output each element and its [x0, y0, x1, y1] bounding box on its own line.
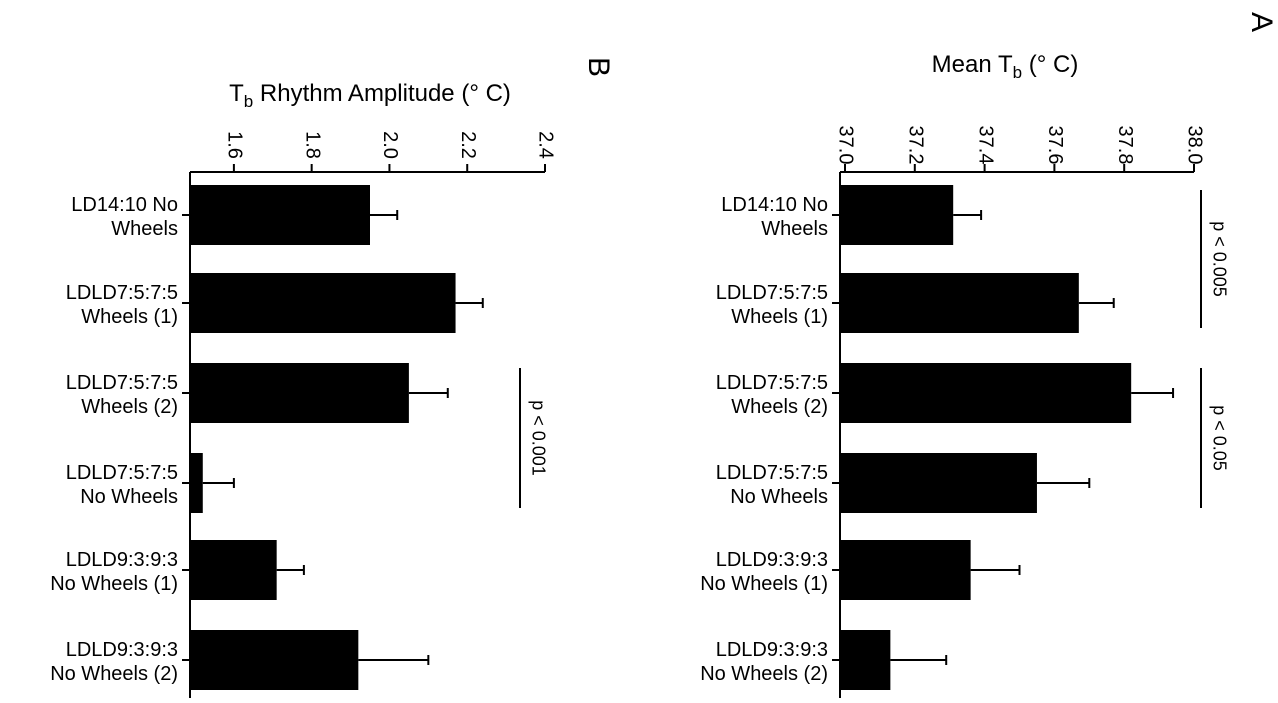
x-axis-title: Mean Tb (° C) — [932, 51, 1079, 82]
x-axis-title-main: T — [229, 80, 244, 107]
x-axis-title-subscript: b — [244, 92, 253, 111]
category-label-line: Wheels — [761, 218, 828, 240]
category-label-line: LDLD7:5:7:5 — [66, 462, 178, 484]
value-tick-label: 37.8 — [1114, 126, 1136, 165]
category-label-line: LDLD9:3:9:3 — [716, 639, 828, 661]
category-label-line: No Wheels (1) — [700, 573, 828, 595]
category-label-line: No Wheels — [730, 486, 828, 508]
category-label-line: No Wheels (2) — [50, 663, 178, 685]
significance-label: p < 0.005 — [1209, 221, 1229, 297]
category-label-line: No Wheels (2) — [700, 663, 828, 685]
value-tick-label: 37.0 — [835, 126, 857, 165]
x-axis-title: Tb Rhythm Amplitude (° C) — [229, 80, 511, 111]
category-label-line: LD14:10 No — [721, 194, 828, 216]
category-label-line: LDLD9:3:9:3 — [66, 639, 178, 661]
category-label-line: No Wheels — [80, 486, 178, 508]
category-label: LDLD7:5:7:5 Wheels (2) — [716, 372, 828, 418]
category-label-line: LDLD9:3:9:3 — [716, 549, 828, 571]
x-axis-title-unit: Rhythm Amplitude (° C) — [253, 80, 511, 107]
bar — [841, 273, 1079, 333]
panel-a: A Mean Tb (° C) 37.0 37.2 37.4 37.6 37.8 38.0 LD… — [700, 12, 1278, 698]
category-label-line: Wheels (1) — [81, 306, 178, 328]
category-label-line: LDLD7:5:7:5 — [66, 282, 178, 304]
value-tick-label: 2.0 — [379, 131, 401, 159]
x-axis-title-main: Mean T — [932, 51, 1013, 78]
category-label: LDLD7:5:7:5 No Wheels — [66, 462, 178, 508]
value-tick-label: 38.0 — [1184, 126, 1206, 165]
value-tick-label: 37.4 — [974, 126, 996, 165]
category-label-line: LDLD7:5:7:5 — [716, 462, 828, 484]
bar — [841, 540, 971, 600]
value-tick-label: 37.2 — [905, 126, 927, 165]
x-axis-title-unit: (° C) — [1022, 51, 1078, 78]
category-label: LD14:10 No Wheels — [71, 194, 178, 240]
category-label-line: No Wheels (1) — [50, 573, 178, 595]
panel-letter: B — [582, 57, 615, 77]
bar — [191, 453, 203, 513]
category-label-line: Wheels (2) — [731, 396, 828, 418]
category-label: LDLD9:3:9:3 No Wheels (1) — [50, 549, 178, 595]
x-axis-title-subscript: b — [1013, 63, 1022, 82]
category-label-line: LDLD7:5:7:5 — [66, 372, 178, 394]
category-label: LDLD9:3:9:3 No Wheels (2) — [700, 639, 828, 685]
category-label: LDLD7:5:7:5 Wheels (1) — [66, 282, 178, 328]
value-tick-label: 37.6 — [1044, 126, 1066, 165]
bar — [191, 363, 409, 423]
panel-b: B Tb Rhythm Amplitude (° C) 1.6 1.8 2.0 2.2 2.… — [50, 57, 615, 698]
panel-letter: A — [1245, 12, 1278, 32]
value-tick-label: 1.6 — [224, 131, 246, 159]
significance-label: p < 0.001 — [528, 400, 548, 476]
category-label-line: Wheels (2) — [81, 396, 178, 418]
bar — [191, 185, 370, 245]
bar — [841, 363, 1132, 423]
value-tick-label: 1.8 — [301, 131, 323, 159]
category-label: LDLD7:5:7:5 No Wheels — [716, 462, 828, 508]
category-label: LDLD7:5:7:5 Wheels (2) — [66, 372, 178, 418]
value-tick-label: 2.2 — [457, 131, 479, 159]
category-label: LD14:10 No Wheels — [721, 194, 828, 240]
significance-label: p < 0.05 — [1209, 405, 1229, 471]
value-tick-label: 2.4 — [535, 131, 557, 159]
category-label-line: Wheels — [111, 218, 178, 240]
category-label-line: LD14:10 No — [71, 194, 178, 216]
bar — [191, 540, 277, 600]
bar — [841, 453, 1037, 513]
bar — [841, 630, 891, 690]
category-label-line: Wheels (1) — [731, 306, 828, 328]
category-label: LDLD7:5:7:5 Wheels (1) — [716, 282, 828, 328]
category-label-line: LDLD7:5:7:5 — [716, 372, 828, 394]
bar — [191, 273, 456, 333]
category-label-line: LDLD7:5:7:5 — [716, 282, 828, 304]
category-label-line: LDLD9:3:9:3 — [66, 549, 178, 571]
bar — [191, 630, 359, 690]
category-label: LDLD9:3:9:3 No Wheels (2) — [50, 639, 178, 685]
category-label: LDLD9:3:9:3 No Wheels (1) — [700, 549, 828, 595]
bar — [841, 185, 954, 245]
